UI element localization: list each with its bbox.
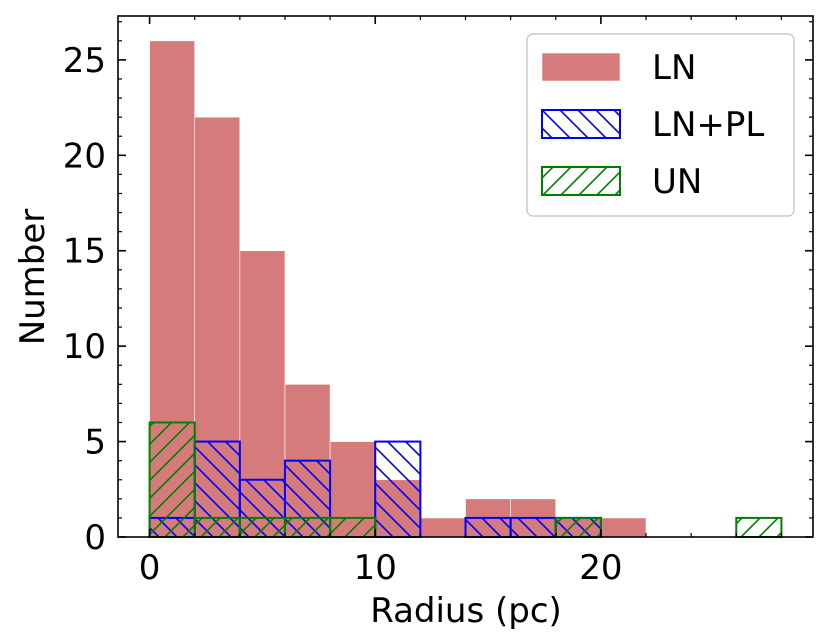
x-axis-label: Radius (pc) (370, 591, 562, 631)
y-tick-label: 15 (63, 232, 106, 272)
x-tick-label: 10 (354, 548, 397, 588)
bar-un-0 (148, 421, 196, 538)
bar-un-1 (193, 516, 241, 539)
axes: 0 10 20 0 5 10 15 20 25 (63, 15, 814, 588)
x-tick-label: 0 (139, 548, 161, 588)
y-tick-label: 0 (84, 518, 106, 558)
bar-ln-pl-7 (464, 516, 512, 539)
y-tick-label: 20 (63, 136, 106, 176)
bar-ln-6 (420, 517, 466, 538)
legend-swatch (541, 52, 621, 82)
legend-swatch (541, 166, 621, 196)
legend-label: LN+PL (652, 105, 764, 145)
bar-un-2 (238, 516, 286, 539)
legend-label: LN (652, 48, 696, 88)
x-tick-label: 20 (579, 548, 622, 588)
legend-swatch (541, 109, 621, 139)
bar-ln-pl-8 (509, 516, 557, 539)
bar-un-4 (329, 516, 377, 539)
y-tick-label: 10 (63, 327, 106, 367)
bar-un-13 (735, 516, 783, 539)
bar-ln-10 (600, 517, 647, 538)
bar-un-3 (283, 516, 332, 539)
legend: LN LN+PL UN (526, 33, 795, 217)
y-tick-label: 5 (84, 423, 106, 463)
y-tick-label: 25 (63, 41, 106, 81)
bar-un-9 (554, 516, 602, 539)
series-un-bars (148, 421, 783, 539)
legend-label: UN (652, 162, 702, 202)
bar-ln-pl-5 (374, 440, 422, 539)
y-axis-label: Number (13, 209, 53, 346)
